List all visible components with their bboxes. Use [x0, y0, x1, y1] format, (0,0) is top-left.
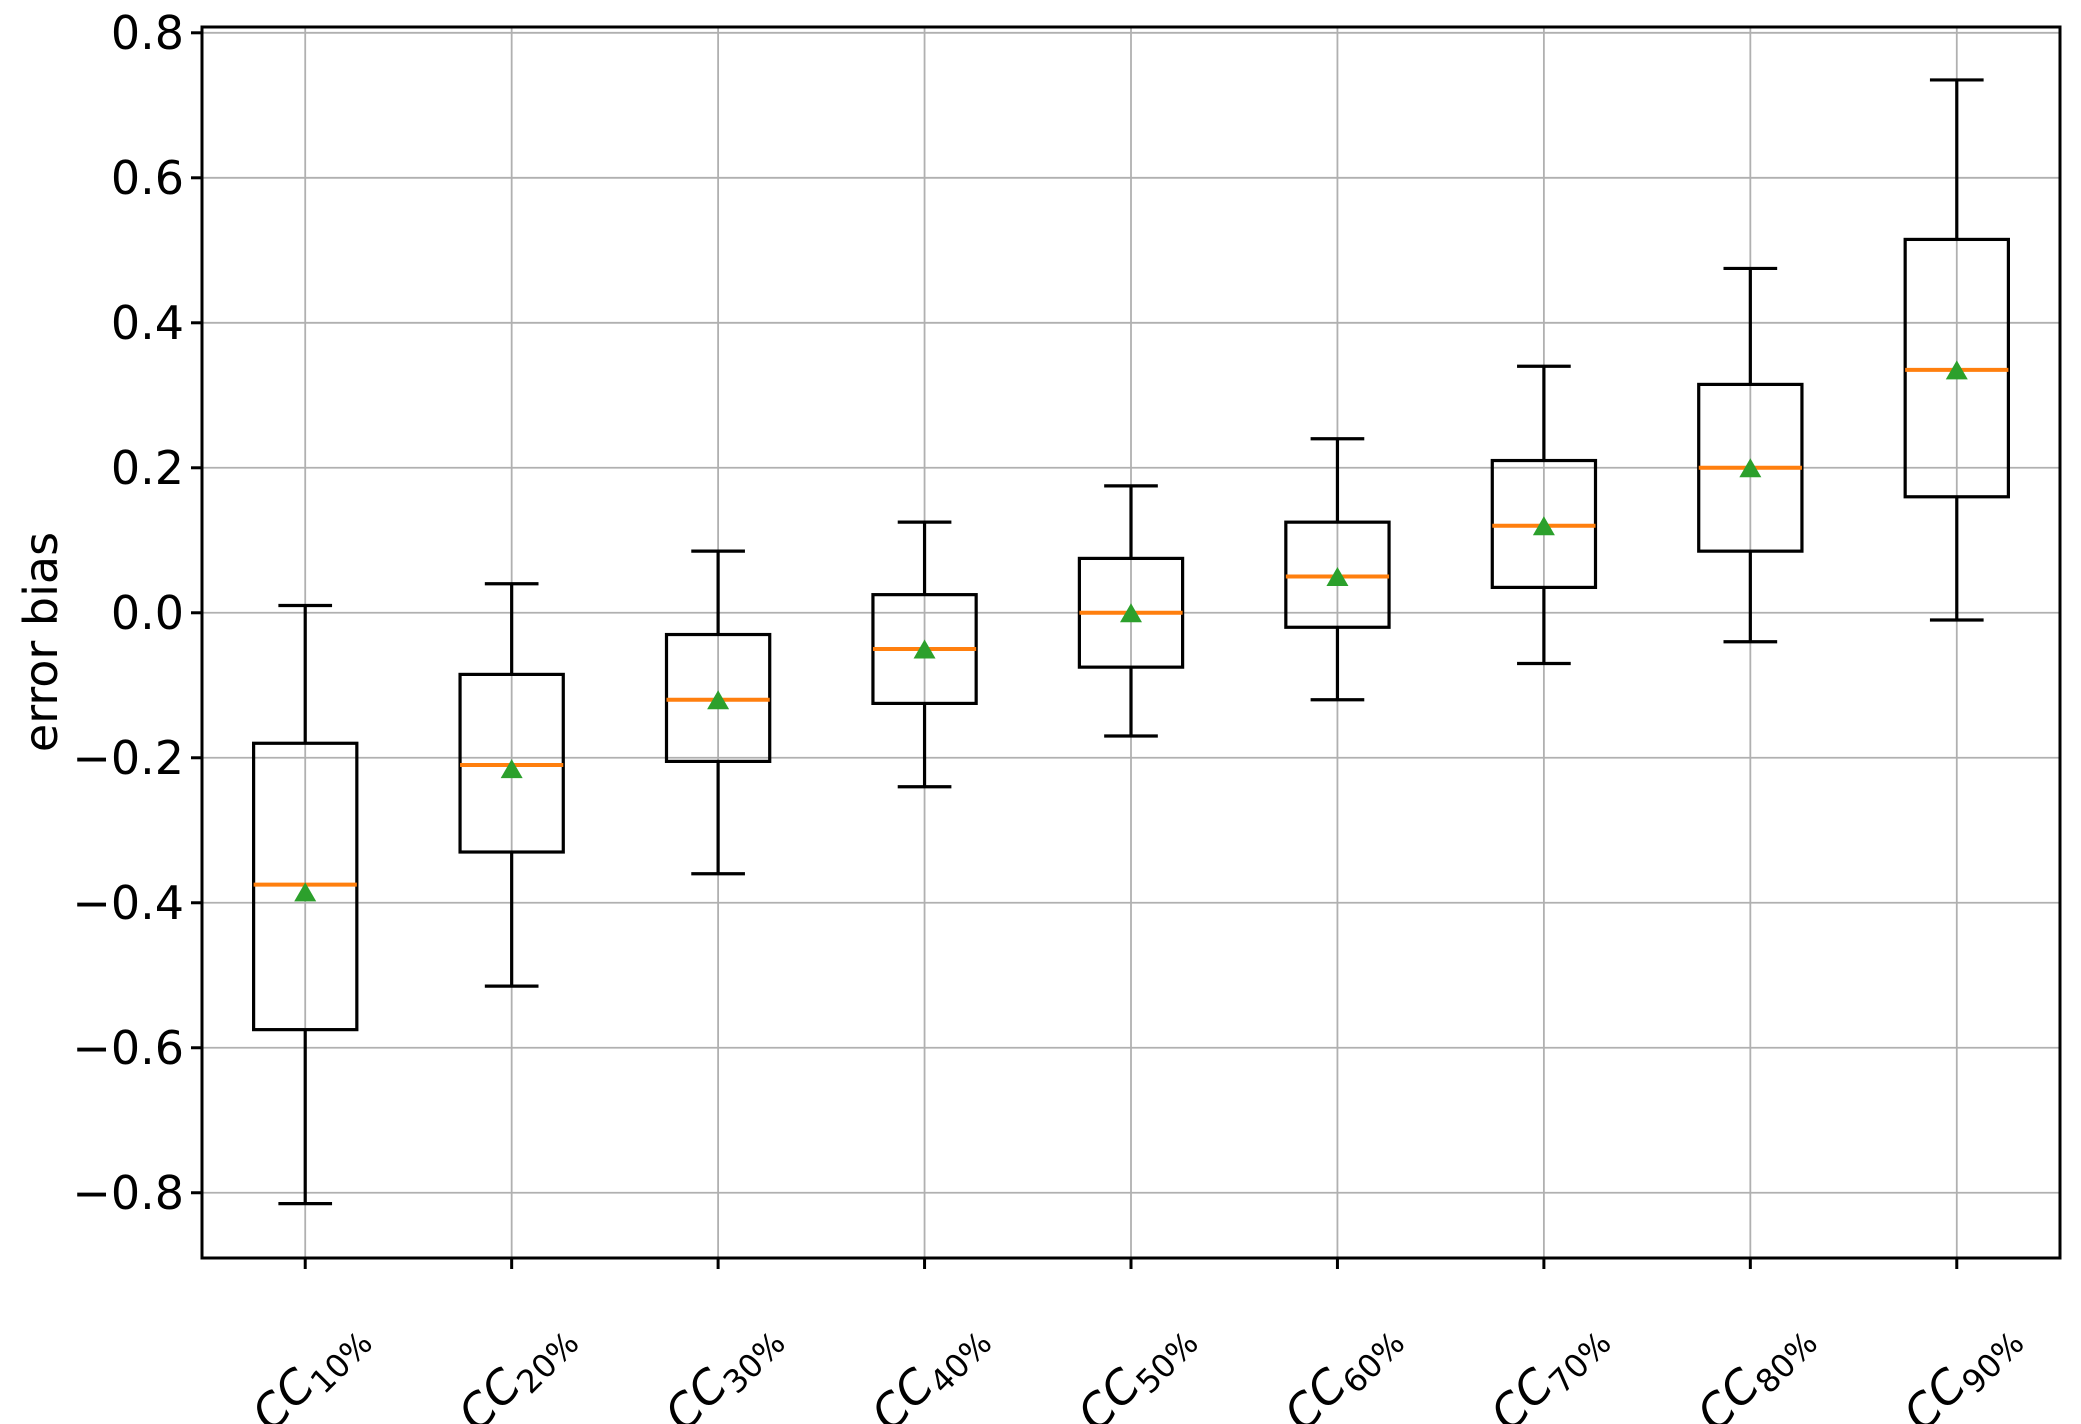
- mean-marker: [913, 639, 936, 659]
- mean-marker: [1945, 360, 1968, 380]
- box-group-CC50%: [1077, 484, 1185, 738]
- mean-marker: [1120, 603, 1142, 623]
- y-tick-label: 0.8: [111, 6, 184, 60]
- mean-marker: [1739, 458, 1762, 478]
- box-group-CC10%: [252, 603, 359, 1206]
- y-axis-title: error bias: [14, 531, 68, 753]
- axes-spine: [200, 25, 2062, 1260]
- mean-marker: [707, 690, 730, 710]
- mean-marker: [1532, 516, 1555, 536]
- mean-marker: [294, 882, 317, 902]
- box-group-CC80%: [1697, 266, 1804, 644]
- mean-marker: [500, 759, 523, 779]
- mean-marker: [1326, 567, 1349, 587]
- box-group-CC20%: [458, 582, 565, 988]
- y-tick-label: −0.8: [72, 1166, 184, 1220]
- box-group-CC30%: [664, 549, 772, 876]
- y-tick-label: 0.0: [111, 586, 184, 640]
- y-tick-label: −0.4: [72, 876, 184, 930]
- box-group-CC70%: [1490, 364, 1598, 666]
- box-group-CC40%: [871, 520, 978, 789]
- y-tick-label: 0.2: [111, 441, 184, 495]
- y-tick-label: −0.6: [72, 1021, 184, 1075]
- box-group-CC60%: [1284, 437, 1391, 702]
- box-group-CC90%: [1903, 78, 2010, 622]
- y-tick-label: 0.6: [111, 151, 184, 205]
- y-tick-label: 0.4: [111, 296, 184, 350]
- y-tick-label: −0.2: [72, 731, 184, 785]
